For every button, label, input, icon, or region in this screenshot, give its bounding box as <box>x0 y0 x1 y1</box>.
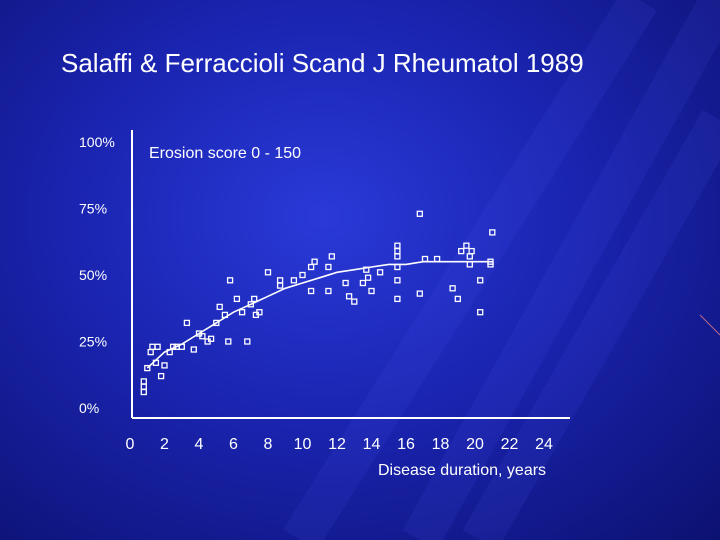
data-point <box>225 338 232 345</box>
trend-line <box>146 260 493 369</box>
y-tick-label: 100% <box>79 134 115 150</box>
data-point <box>226 277 234 284</box>
slide-title: Salaffi & Ferraccioli Scand J Rheumatol … <box>61 48 584 78</box>
data-point <box>207 335 215 342</box>
data-point <box>221 311 229 319</box>
data-point <box>178 343 185 350</box>
data-point <box>157 372 165 380</box>
data-point <box>264 269 272 276</box>
x-tick-label: 2 <box>160 436 169 453</box>
data-point <box>449 285 456 292</box>
data-point <box>359 279 367 287</box>
data-point <box>299 271 306 279</box>
data-point <box>421 255 429 263</box>
data-point <box>147 348 154 356</box>
x-tick-label: 8 <box>264 436 273 453</box>
data-point <box>311 258 318 265</box>
data-point <box>166 348 173 356</box>
data-point <box>394 242 401 249</box>
x-tick-label: 4 <box>195 436 204 453</box>
data-point <box>487 261 494 268</box>
data-point <box>199 333 206 340</box>
x-axis-label: Disease duration, years <box>378 462 546 479</box>
data-point <box>213 319 220 327</box>
data-point <box>140 378 147 385</box>
data-point <box>376 269 384 276</box>
data-point <box>152 359 160 366</box>
data-point <box>149 343 156 350</box>
data-point <box>394 253 401 260</box>
data-point <box>154 343 161 350</box>
data-point <box>477 309 484 316</box>
data-point <box>325 263 332 271</box>
data-point <box>307 287 315 295</box>
data-point <box>466 253 473 260</box>
data-point <box>342 279 349 287</box>
y-tick-label: 25% <box>79 334 107 350</box>
data-point <box>140 388 147 396</box>
chart-title: Erosion score 0 - 150 <box>149 145 301 162</box>
data-point <box>216 303 223 311</box>
x-tick-label: 12 <box>328 436 346 453</box>
x-tick-label: 6 <box>229 436 238 453</box>
data-point <box>328 253 335 260</box>
data-point <box>290 277 298 284</box>
decor-streak <box>699 314 720 336</box>
data-point <box>161 362 168 369</box>
x-tick-label: 18 <box>432 436 450 453</box>
data-point <box>247 301 254 308</box>
data-point <box>183 319 191 327</box>
data-point <box>238 309 246 316</box>
data-point <box>394 295 401 303</box>
data-point <box>433 255 441 263</box>
data-point <box>345 293 353 300</box>
data-point <box>307 263 315 271</box>
data-point <box>463 242 470 249</box>
data-point <box>233 295 241 303</box>
data-point <box>351 298 358 305</box>
data-point <box>458 247 465 255</box>
data-point <box>276 282 284 289</box>
x-tick-label: 24 <box>535 436 553 453</box>
x-tick-label: 20 <box>466 436 484 453</box>
data-point <box>256 309 263 316</box>
x-tick-label: 16 <box>397 436 415 453</box>
data-point <box>468 247 475 255</box>
data-point <box>489 229 496 236</box>
data-point <box>363 266 370 273</box>
y-tick-label: 75% <box>79 201 107 217</box>
data-point <box>466 261 473 268</box>
data-point <box>477 277 484 284</box>
y-tick-label: 50% <box>79 267 107 283</box>
x-tick-label: 14 <box>363 436 381 453</box>
data-point <box>394 247 401 255</box>
data-point <box>325 287 332 295</box>
data-point <box>364 274 372 281</box>
x-tick-label: 0 <box>126 436 135 453</box>
x-tick-label: 10 <box>294 436 312 453</box>
data-point <box>276 277 284 284</box>
data-point <box>144 364 151 372</box>
data-point <box>140 383 147 390</box>
data-point <box>394 277 401 284</box>
y-tick-label: 0% <box>79 400 99 416</box>
x-tick-label: 22 <box>501 436 519 453</box>
data-point <box>368 287 375 295</box>
data-point <box>169 343 177 350</box>
data-point <box>416 290 423 297</box>
data-point <box>394 263 401 271</box>
data-point <box>190 346 197 353</box>
data-point <box>454 295 461 303</box>
data-point <box>251 295 258 303</box>
data-point <box>416 210 423 217</box>
data-point <box>244 338 251 345</box>
